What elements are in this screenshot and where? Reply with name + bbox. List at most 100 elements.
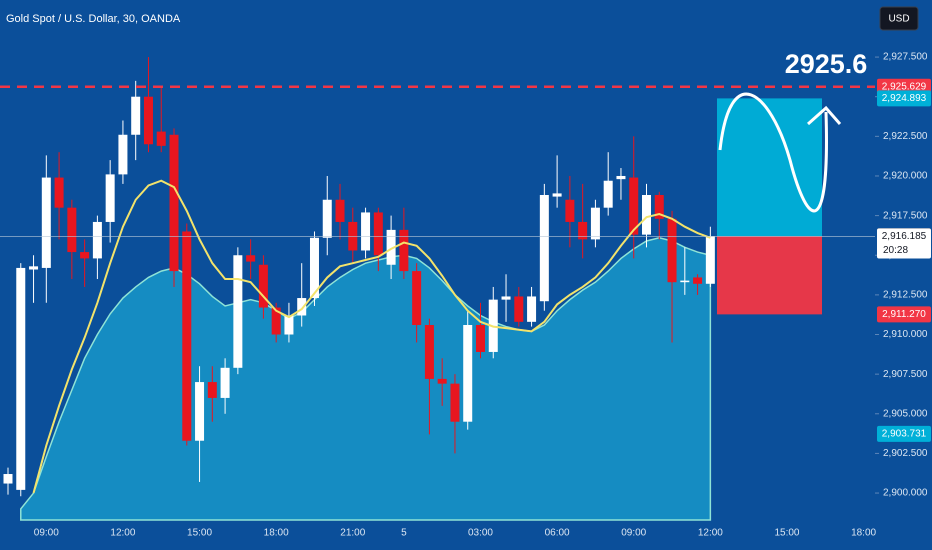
x-tick-label: 06:00: [545, 528, 570, 539]
candle-body: [475, 325, 485, 352]
y-tick-label: 2,900.000: [883, 488, 928, 499]
candle-body: [67, 207, 77, 253]
candle-body: [705, 236, 715, 284]
candle-body: [590, 207, 600, 240]
projection-arrowhead: [807, 105, 842, 126]
candle-body: [29, 266, 39, 270]
ma-area: [20, 237, 712, 521]
price-badge-label: 2,911.270: [882, 309, 926, 320]
candle-body: [105, 174, 115, 222]
candle-body: [195, 382, 205, 441]
candle-body: [386, 229, 396, 265]
y-tick-label: 2,912.500: [883, 290, 928, 301]
projection-curve: [718, 92, 828, 213]
candle-body: [693, 277, 703, 284]
x-tick-label: 12:00: [110, 528, 135, 539]
candle-body: [527, 296, 537, 322]
x-tick-label: 5: [401, 528, 407, 539]
x-tick-label: 15:00: [774, 528, 799, 539]
x-tick-label: 09:00: [621, 528, 646, 539]
candle-body: [552, 193, 562, 197]
candle-body: [616, 175, 626, 180]
candle-body: [680, 280, 690, 283]
candle-body: [258, 264, 268, 308]
y-tick-label: 2,927.500: [883, 52, 928, 63]
y-tick-label: 2,902.500: [883, 448, 928, 459]
candle-body: [131, 96, 141, 135]
countdown-label: 20:28: [883, 245, 908, 256]
candle-body: [412, 271, 422, 325]
candle-body: [297, 298, 307, 316]
candle-body: [54, 177, 64, 208]
x-tick-label: 03:00: [468, 528, 493, 539]
x-tick-label: 21:00: [340, 528, 365, 539]
last-price-badge: [877, 228, 931, 259]
candle-body: [220, 367, 230, 398]
chart-title: Gold Spot / U.S. Dollar, 30, OANDA: [6, 13, 181, 25]
candle-body: [373, 212, 383, 256]
last-price-label: 2,916.185: [882, 231, 927, 242]
x-tick-label: 12:00: [698, 528, 723, 539]
plot-under: [20, 237, 712, 521]
candles: [3, 57, 715, 497]
x-tick-label: 09:00: [34, 528, 59, 539]
candle-body: [463, 325, 473, 422]
price-badge-label: 2,925.629: [882, 81, 927, 92]
zone: [717, 98, 822, 237]
y-tick-label: 2,920.000: [883, 171, 928, 182]
price-badge: [877, 90, 931, 107]
candle-body: [41, 177, 51, 268]
price-badge: [877, 306, 931, 323]
candle-body: [246, 255, 256, 262]
candle-body: [424, 325, 434, 379]
currency-button[interactable]: [879, 6, 919, 31]
candle-body: [654, 195, 664, 219]
candle-body: [16, 267, 26, 490]
candle-body: [156, 131, 166, 146]
y-tick-label: 2,917.500: [883, 210, 928, 221]
candle-body: [450, 383, 460, 422]
candle-body: [642, 195, 651, 235]
plot-over: 2,900.000 2,902.500 2,905.000 2,907.500 2,91…: [0, 52, 931, 539]
zone: [717, 236, 822, 315]
candle-body: [118, 134, 128, 175]
candle-body: [501, 296, 511, 300]
y-tick-label: 2,907.500: [883, 369, 928, 380]
candle-body: [143, 96, 153, 145]
x-tick-label: 18:00: [264, 528, 289, 539]
candle-body: [3, 474, 13, 484]
candle-body: [629, 177, 639, 235]
candle-body: [271, 307, 281, 335]
candle-body: [578, 221, 588, 240]
price-badge: [877, 425, 931, 442]
candle-body: [182, 231, 192, 441]
candle-body: [565, 199, 575, 222]
y-tick-label: 2,910.000: [883, 329, 928, 340]
ema-line: [32, 179, 711, 494]
candle-body: [322, 199, 332, 238]
candle-body: [603, 180, 613, 208]
price-badge-label: 2,903.731: [882, 429, 927, 440]
x-tick-label: 15:00: [187, 528, 212, 539]
candle-body: [399, 229, 409, 272]
candle-body: [361, 212, 371, 251]
candle-body: [514, 296, 524, 322]
candle-body: [80, 252, 90, 259]
candle-body: [335, 199, 345, 222]
x-tick-label: 18:00: [851, 528, 876, 539]
y-tick-label: 2,922.500: [883, 131, 928, 142]
candle-body: [284, 315, 294, 335]
target-annotation: 2925.6: [785, 49, 868, 79]
candle-body: [667, 218, 677, 283]
candle-body: [207, 382, 217, 398]
candle-body: [92, 221, 102, 259]
candle-body: [309, 237, 319, 299]
candle-body: [233, 255, 243, 368]
price-badge-label: 2,924.893: [882, 93, 927, 104]
currency-label[interactable]: USD: [888, 14, 909, 25]
candle-body: [169, 134, 179, 272]
candle-body: [539, 195, 549, 302]
y-tick-label: 2,905.000: [883, 408, 928, 419]
